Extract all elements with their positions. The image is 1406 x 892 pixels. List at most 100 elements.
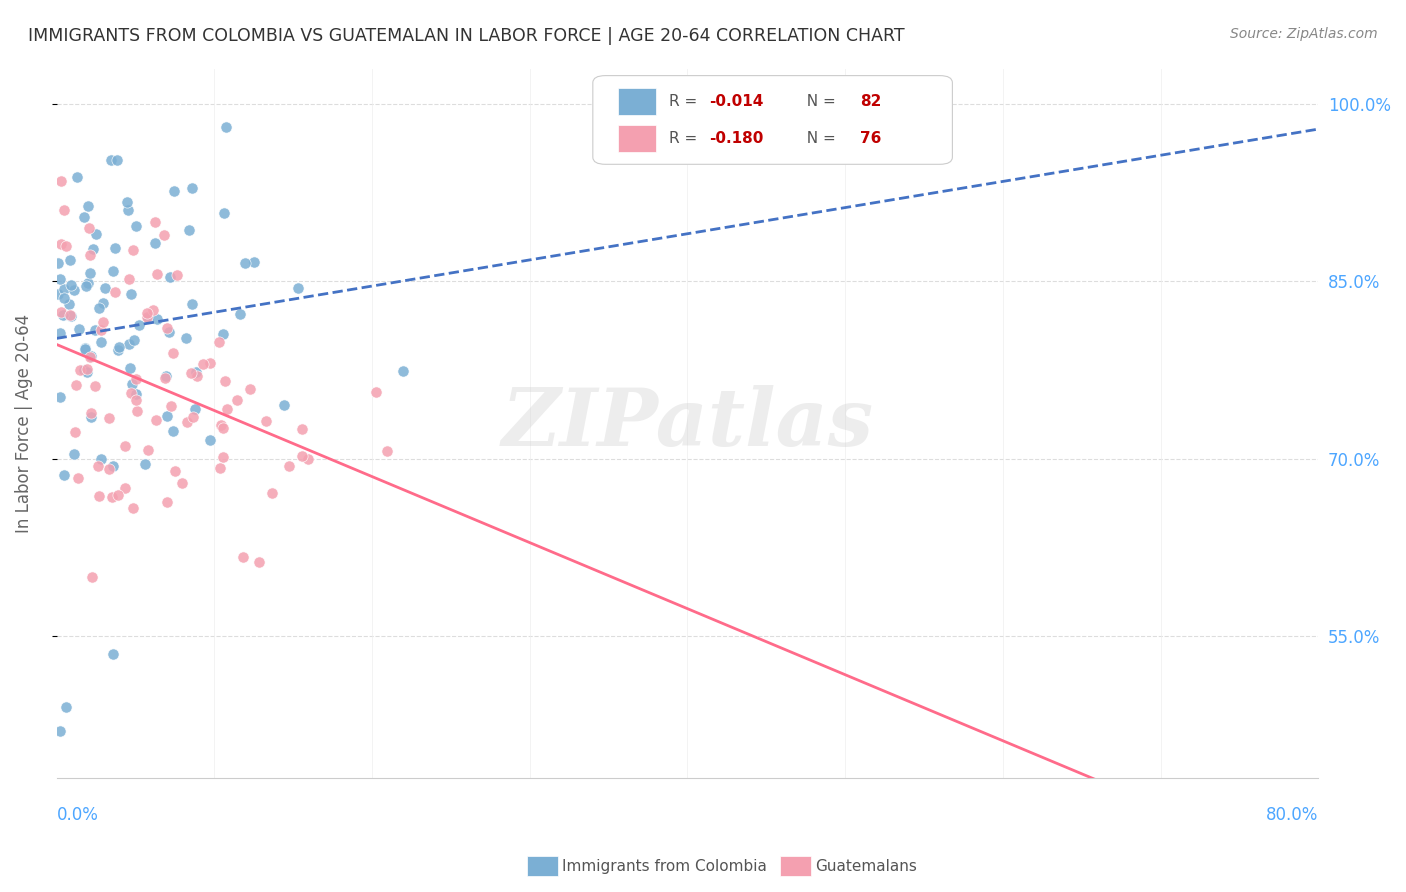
Point: [53, 203, 76, 218]
Point: [103, 647, 125, 661]
Point: [297, 452, 319, 467]
Point: [55, 700, 77, 714]
Point: [290, 449, 312, 463]
Point: [67, 470, 90, 484]
Point: [108, 340, 131, 354]
Point: [162, 345, 184, 359]
Point: [118, 360, 141, 375]
Point: [86, 458, 108, 473]
Point: [127, 403, 149, 417]
Point: [80, 349, 103, 363]
Point: [181, 181, 204, 195]
Point: [80, 406, 103, 420]
Text: IMMIGRANTS FROM COLOMBIA VS GUATEMALAN IN LABOR FORCE | AGE 20-64 CORRELATION CH: IMMIGRANTS FROM COLOMBIA VS GUATEMALAN I…: [28, 27, 904, 45]
Point: [98, 411, 121, 425]
Point: [156, 320, 179, 334]
Point: [49, 272, 72, 286]
Point: [121, 500, 143, 515]
Point: [155, 368, 177, 383]
Point: [84, 227, 107, 241]
Text: 82: 82: [860, 94, 882, 109]
Point: [181, 409, 204, 424]
Point: [124, 393, 146, 408]
Point: [77, 276, 100, 290]
Point: [80, 570, 103, 584]
Text: N =: N =: [797, 131, 841, 146]
Point: [156, 409, 179, 423]
Point: [174, 331, 197, 345]
Point: [287, 281, 309, 295]
Text: 76: 76: [860, 131, 882, 146]
Point: [114, 439, 136, 453]
Point: [191, 357, 214, 371]
Point: [215, 120, 238, 134]
Point: [136, 443, 159, 458]
Point: [105, 153, 128, 168]
Point: [83, 323, 105, 337]
Point: [211, 327, 233, 342]
Point: [65, 425, 87, 439]
Point: [180, 297, 202, 311]
Point: [145, 413, 167, 427]
Point: [208, 335, 231, 350]
Point: [212, 450, 235, 465]
Point: [90, 335, 112, 350]
Point: [247, 555, 270, 569]
Text: 80.0%: 80.0%: [1265, 806, 1319, 824]
Point: [98, 462, 121, 476]
Text: Guatemalans: Guatemalans: [815, 859, 917, 873]
Point: [55, 239, 77, 253]
Point: [79, 248, 101, 262]
Point: [59, 308, 82, 322]
Point: [125, 372, 148, 386]
Point: [76, 365, 98, 379]
Point: [66, 170, 89, 185]
Point: [63, 284, 86, 298]
Point: [121, 386, 143, 401]
Point: [82, 242, 104, 256]
Point: [115, 194, 138, 209]
Point: [214, 374, 236, 388]
Text: 0.0%: 0.0%: [56, 806, 98, 824]
Point: [260, 486, 283, 500]
Point: [364, 385, 387, 400]
Point: [166, 268, 188, 282]
Point: [159, 269, 181, 284]
Point: [172, 475, 194, 490]
Point: [238, 382, 260, 396]
Point: [184, 365, 207, 379]
Y-axis label: In Labor Force | Age 20-64: In Labor Force | Age 20-64: [15, 314, 32, 533]
Point: [118, 272, 141, 286]
Point: [278, 458, 301, 473]
Point: [118, 337, 141, 351]
Point: [79, 266, 101, 280]
Point: [89, 301, 111, 315]
Point: [58, 297, 80, 311]
Point: [160, 399, 183, 413]
Point: [233, 255, 256, 269]
Point: [100, 153, 122, 167]
Point: [125, 386, 148, 401]
Point: [291, 422, 314, 436]
Point: [198, 433, 221, 447]
Point: [135, 310, 157, 324]
Point: [392, 364, 415, 378]
Point: [69, 321, 91, 335]
Point: [136, 310, 159, 325]
Point: [180, 366, 202, 380]
Point: [69, 363, 91, 377]
Point: [104, 285, 127, 299]
Point: [225, 392, 247, 407]
Point: [49, 305, 72, 319]
Point: [49, 326, 72, 340]
Point: [117, 203, 139, 218]
FancyBboxPatch shape: [593, 76, 952, 164]
Text: N =: N =: [797, 94, 841, 109]
Point: [254, 414, 277, 428]
Point: [120, 287, 142, 301]
Point: [211, 421, 233, 435]
Text: ZIPatlas: ZIPatlas: [502, 384, 873, 462]
Point: [177, 223, 200, 237]
Point: [91, 314, 114, 328]
Point: [90, 452, 112, 467]
